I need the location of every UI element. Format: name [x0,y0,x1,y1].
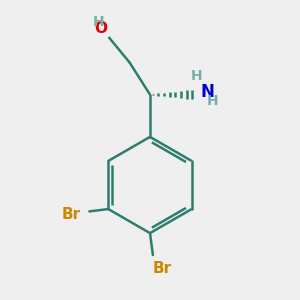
Text: H: H [93,15,104,29]
Text: N: N [200,83,214,101]
Text: Br: Br [153,261,172,276]
Text: Br: Br [61,207,81,222]
Text: O: O [95,21,108,36]
Text: H: H [191,70,203,83]
Text: H: H [207,94,218,108]
